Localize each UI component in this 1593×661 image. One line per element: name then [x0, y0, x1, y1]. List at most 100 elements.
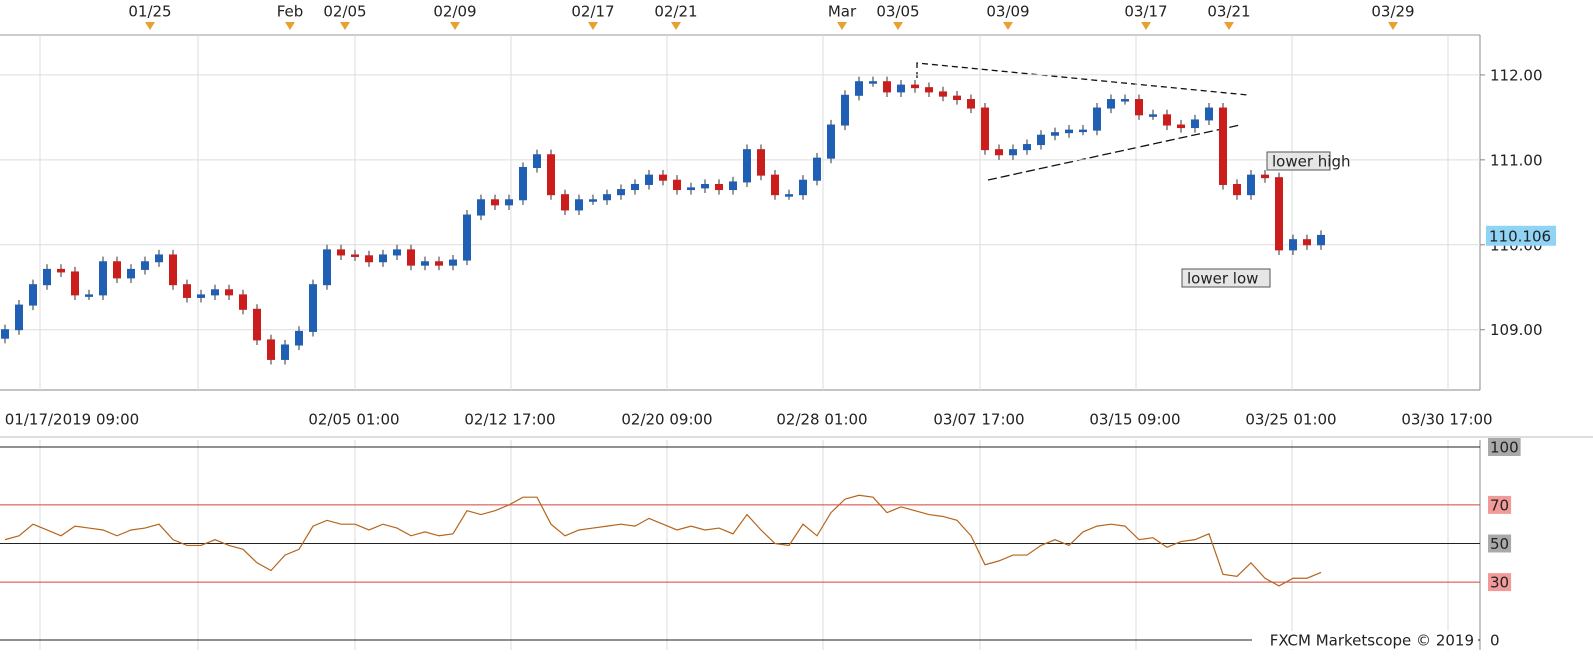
candle-body	[365, 255, 373, 263]
candle-body	[169, 254, 177, 286]
candle-body	[869, 81, 877, 84]
candle-body	[421, 261, 429, 266]
date-marker	[145, 22, 155, 30]
top-date-label: 02/05	[323, 3, 366, 21]
top-date-label: 01/25	[128, 3, 171, 21]
candle-body	[155, 254, 163, 263]
y-tick-label: 109.00	[1490, 321, 1543, 339]
annotation: lower high	[1272, 153, 1350, 171]
candle-body	[1065, 129, 1073, 134]
candle-body	[561, 194, 569, 211]
top-date-label: 03/29	[1371, 3, 1414, 21]
candle-body	[1191, 119, 1199, 129]
top-date-label: 02/17	[571, 3, 614, 21]
date-marker	[588, 22, 598, 30]
candle-body	[505, 199, 513, 206]
lower-trendline	[987, 124, 1241, 181]
candle-body	[687, 187, 695, 191]
y-tick-label: 70	[1490, 496, 1509, 514]
date-marker	[671, 22, 681, 30]
candle-body	[925, 87, 933, 93]
candle-body	[295, 330, 303, 346]
candle-body	[827, 124, 835, 159]
candle-body	[1023, 144, 1031, 151]
candle-body	[995, 149, 1003, 156]
candle-body	[491, 199, 499, 206]
candle-body	[701, 183, 709, 189]
candle-body	[953, 95, 961, 101]
candle-body	[673, 179, 681, 191]
candle-body	[841, 94, 849, 126]
candle-body	[1037, 134, 1045, 146]
candle-body	[981, 107, 989, 151]
candle-body	[771, 174, 779, 196]
candle-body	[267, 339, 275, 360]
candle-body	[575, 199, 583, 211]
candle-body	[1093, 107, 1101, 131]
candle-body	[1219, 107, 1227, 185]
candle-body	[57, 268, 65, 273]
top-date-label: 02/09	[433, 3, 476, 21]
candle-body	[1051, 132, 1059, 136]
candle-body	[15, 304, 23, 331]
candle-body	[1233, 183, 1241, 196]
candle-body	[1149, 114, 1157, 117]
candle-body	[309, 284, 317, 332]
candle-body	[659, 174, 667, 181]
candle-body	[729, 181, 737, 191]
top-date-label: 03/09	[986, 3, 1029, 21]
candle-body	[407, 249, 415, 266]
candle-body	[477, 199, 485, 216]
candle-body	[1107, 99, 1115, 109]
candle-body	[939, 91, 947, 97]
candle-body	[99, 261, 107, 296]
candle-body	[533, 154, 541, 168]
annotation: lower low	[1187, 270, 1258, 288]
x-tick-label: 02/28 01:00	[776, 411, 867, 429]
candle-body	[883, 81, 891, 93]
tick-label-box	[1488, 534, 1512, 553]
candle-body	[1303, 239, 1311, 246]
top-date-label: 03/21	[1207, 3, 1250, 21]
x-tick-label: 03/07 17:00	[933, 411, 1024, 429]
candle-body	[1, 329, 9, 339]
footer: FXCM Marketscope © 2019	[1270, 632, 1474, 650]
candle-body	[127, 268, 135, 279]
candle-body	[631, 183, 639, 191]
candle-body	[281, 344, 289, 360]
date-marker	[340, 22, 350, 30]
candle-body	[239, 294, 247, 310]
candle-body	[211, 289, 219, 296]
candle-body	[967, 99, 975, 109]
date-marker	[837, 22, 847, 30]
candle-body	[813, 157, 821, 181]
candle-body	[1317, 234, 1325, 246]
candle-body	[1163, 114, 1171, 126]
candle-body	[253, 308, 261, 341]
annotation-box	[1266, 151, 1331, 171]
x-tick-label: 02/05 01:00	[308, 411, 399, 429]
candle-body	[197, 294, 205, 298]
top-date-label: 02/21	[654, 3, 697, 21]
candle-body	[715, 183, 723, 191]
top-date-label: 03/05	[876, 3, 919, 21]
x-tick-label: 03/25 01:00	[1245, 411, 1336, 429]
candle-body	[1275, 177, 1283, 251]
rsi-line	[4, 494, 1322, 587]
last-price-label: 110.106	[1489, 227, 1551, 245]
top-date-label: Mar	[828, 3, 857, 21]
x-tick-label: 03/30 17:00	[1401, 411, 1492, 429]
candle-body	[799, 179, 807, 196]
candle-body	[855, 81, 863, 96]
plot-layer: 112.00111.00110.00109.0001/25Feb02/0502/…	[0, 3, 1556, 650]
date-marker	[285, 22, 295, 30]
candle-body	[1261, 174, 1269, 179]
candle-body	[1135, 99, 1143, 116]
candle-body	[1009, 149, 1017, 156]
tick-label-box	[1488, 573, 1512, 592]
date-marker	[1141, 22, 1151, 30]
candle-body	[547, 154, 555, 196]
upper-trendline	[916, 62, 1249, 96]
annotation-box	[1181, 268, 1271, 288]
